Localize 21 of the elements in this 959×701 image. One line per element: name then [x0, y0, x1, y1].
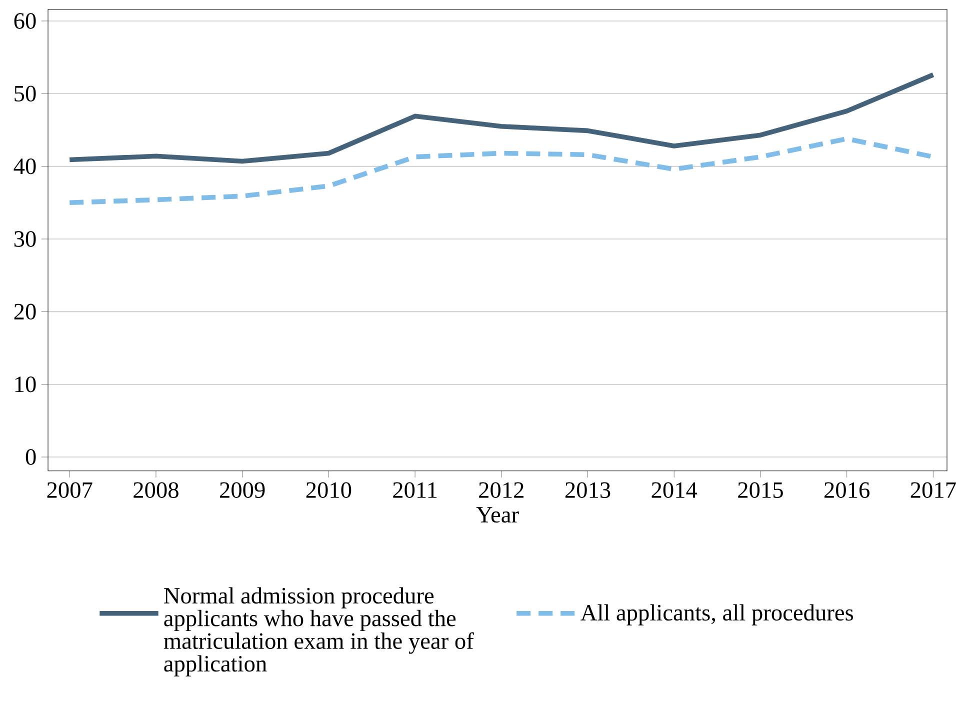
- x-tick-label: 2014: [652, 482, 698, 498]
- y-tick-label: 0: [26, 449, 36, 465]
- x-tick-label: 2012: [479, 482, 524, 498]
- x-tick-label: 2007: [47, 482, 92, 498]
- y-tick-label: 10: [15, 376, 36, 392]
- x-tick-label: 2015: [738, 482, 783, 498]
- legend-label: Normal admission procedure applicants who have passed the matriculation exam in the year of application: [164, 587, 474, 676]
- y-tick-label: 40: [14, 158, 36, 174]
- legend-label: All applicants, all procedures: [580, 604, 854, 626]
- x-tick-label: 2010: [306, 482, 352, 498]
- x-tick-label: 2009: [220, 482, 265, 498]
- y-tick-label: 20: [14, 304, 36, 320]
- x-tick-label: 2013: [565, 482, 610, 498]
- x-tick-label: 2016: [824, 482, 870, 498]
- y-tick-label: 60: [14, 13, 36, 29]
- y-tick-label: 30: [14, 231, 36, 247]
- x-tick-label: 2008: [134, 482, 178, 498]
- x-tick-label: 2011: [393, 482, 437, 498]
- x-tick-label: 2017: [910, 482, 956, 498]
- x-axis-title: Year: [476, 507, 519, 523]
- y-tick-label: 50: [14, 86, 36, 102]
